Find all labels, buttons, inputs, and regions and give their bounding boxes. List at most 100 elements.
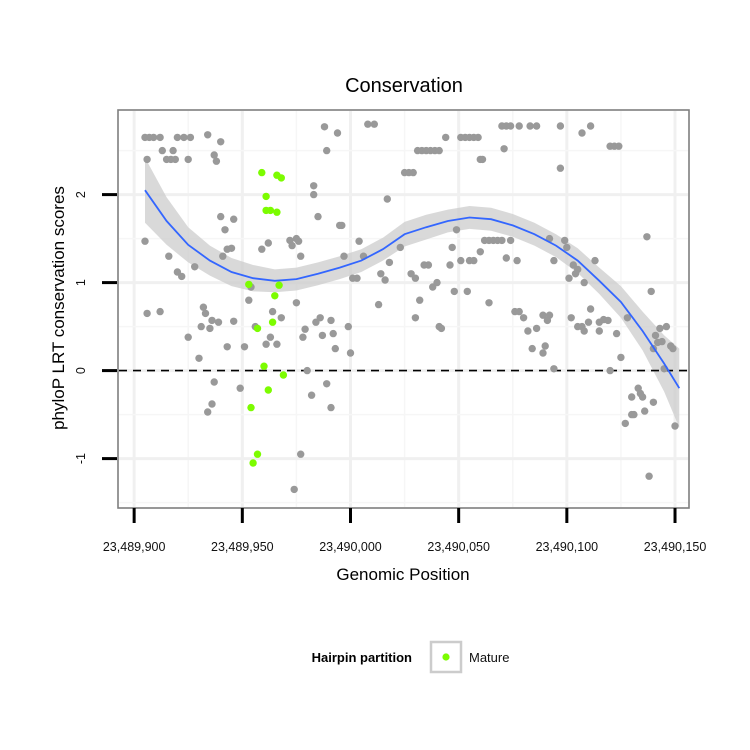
point-other <box>500 145 508 153</box>
point-other <box>595 327 603 335</box>
point-other <box>591 256 599 265</box>
smooth-line <box>144 189 681 389</box>
point-other <box>158 146 166 155</box>
point-other <box>230 215 238 223</box>
point-other <box>184 333 192 341</box>
point-other <box>528 344 536 353</box>
point-other <box>442 133 450 142</box>
point-other <box>377 270 385 278</box>
point-other <box>604 316 612 325</box>
confidence-band <box>145 157 680 428</box>
point-other <box>578 129 586 137</box>
point-other <box>396 243 404 252</box>
y-tick-label: 2 <box>74 191 88 198</box>
point-other <box>526 122 534 130</box>
point-other <box>355 237 363 245</box>
point-other <box>641 407 649 415</box>
y-tick-label: 0 <box>74 367 88 374</box>
point-other <box>411 314 420 322</box>
point-other <box>565 274 573 282</box>
point-other <box>463 287 471 296</box>
point-other <box>580 278 588 287</box>
point-other <box>623 314 632 322</box>
point-other <box>437 324 446 333</box>
point-other <box>630 410 638 419</box>
legend-title: Hairpin partition <box>312 650 412 665</box>
point-other <box>340 252 348 260</box>
point-other <box>173 133 182 142</box>
point-other <box>433 278 441 287</box>
point-other <box>223 343 231 351</box>
point-other <box>201 309 210 318</box>
point-other <box>143 155 151 164</box>
point-other <box>314 212 322 221</box>
chart-title: Conservation <box>345 75 463 97</box>
point-other <box>550 365 558 373</box>
point-other <box>649 398 658 406</box>
point-other <box>307 391 316 399</box>
point-other <box>556 164 565 172</box>
point-other <box>329 329 337 338</box>
point-other <box>580 327 588 335</box>
point-other <box>502 254 510 262</box>
point-other <box>470 256 478 265</box>
point-other <box>240 343 249 351</box>
point-other <box>143 309 151 318</box>
legend: Hairpin partition Mature <box>312 640 509 674</box>
point-mature <box>268 318 277 326</box>
point-other <box>208 400 216 408</box>
point-other <box>435 146 443 155</box>
point-other <box>586 122 595 130</box>
point-other <box>506 122 515 130</box>
point-mature <box>253 450 262 458</box>
x-tick-label: 23,489,900 <box>103 540 166 554</box>
point-other <box>230 317 238 325</box>
point-other <box>638 393 647 401</box>
point-other <box>169 146 177 155</box>
point-other <box>268 307 277 316</box>
point-other <box>204 131 212 139</box>
point-other <box>381 276 389 284</box>
x-axis-title: Genomic Position <box>336 565 469 584</box>
point-other <box>191 263 199 271</box>
point-other <box>217 138 225 146</box>
point-other <box>301 325 309 333</box>
point-other <box>628 393 636 401</box>
point-other <box>615 142 623 150</box>
point-other <box>374 300 383 309</box>
point-other <box>478 155 487 164</box>
point-other <box>262 340 270 348</box>
point-mature <box>275 281 283 289</box>
point-other <box>221 226 229 234</box>
point-other <box>344 322 352 331</box>
point-other <box>485 299 493 307</box>
point-other <box>561 236 569 245</box>
y-tick-label: -1 <box>74 453 88 464</box>
point-other <box>338 221 346 230</box>
point-other <box>450 287 458 296</box>
point-other <box>323 380 331 388</box>
point-other <box>219 252 227 260</box>
point-other <box>245 296 253 304</box>
point-other <box>141 237 149 245</box>
point-other <box>299 333 307 341</box>
point-other <box>658 337 666 346</box>
point-other <box>541 342 549 350</box>
confidence-band-area <box>145 157 680 428</box>
point-other <box>474 133 482 142</box>
point-other <box>331 344 339 353</box>
point-other <box>645 472 653 480</box>
point-other <box>171 155 179 164</box>
point-other <box>277 314 285 322</box>
point-other <box>364 120 372 128</box>
point-mature <box>258 168 266 177</box>
point-other <box>539 311 547 319</box>
point-mature <box>271 292 279 300</box>
point-other <box>669 344 677 353</box>
point-other <box>383 195 391 203</box>
point-mature <box>279 371 288 379</box>
point-other <box>515 307 523 316</box>
point-other <box>197 322 205 331</box>
point-other <box>385 258 394 267</box>
